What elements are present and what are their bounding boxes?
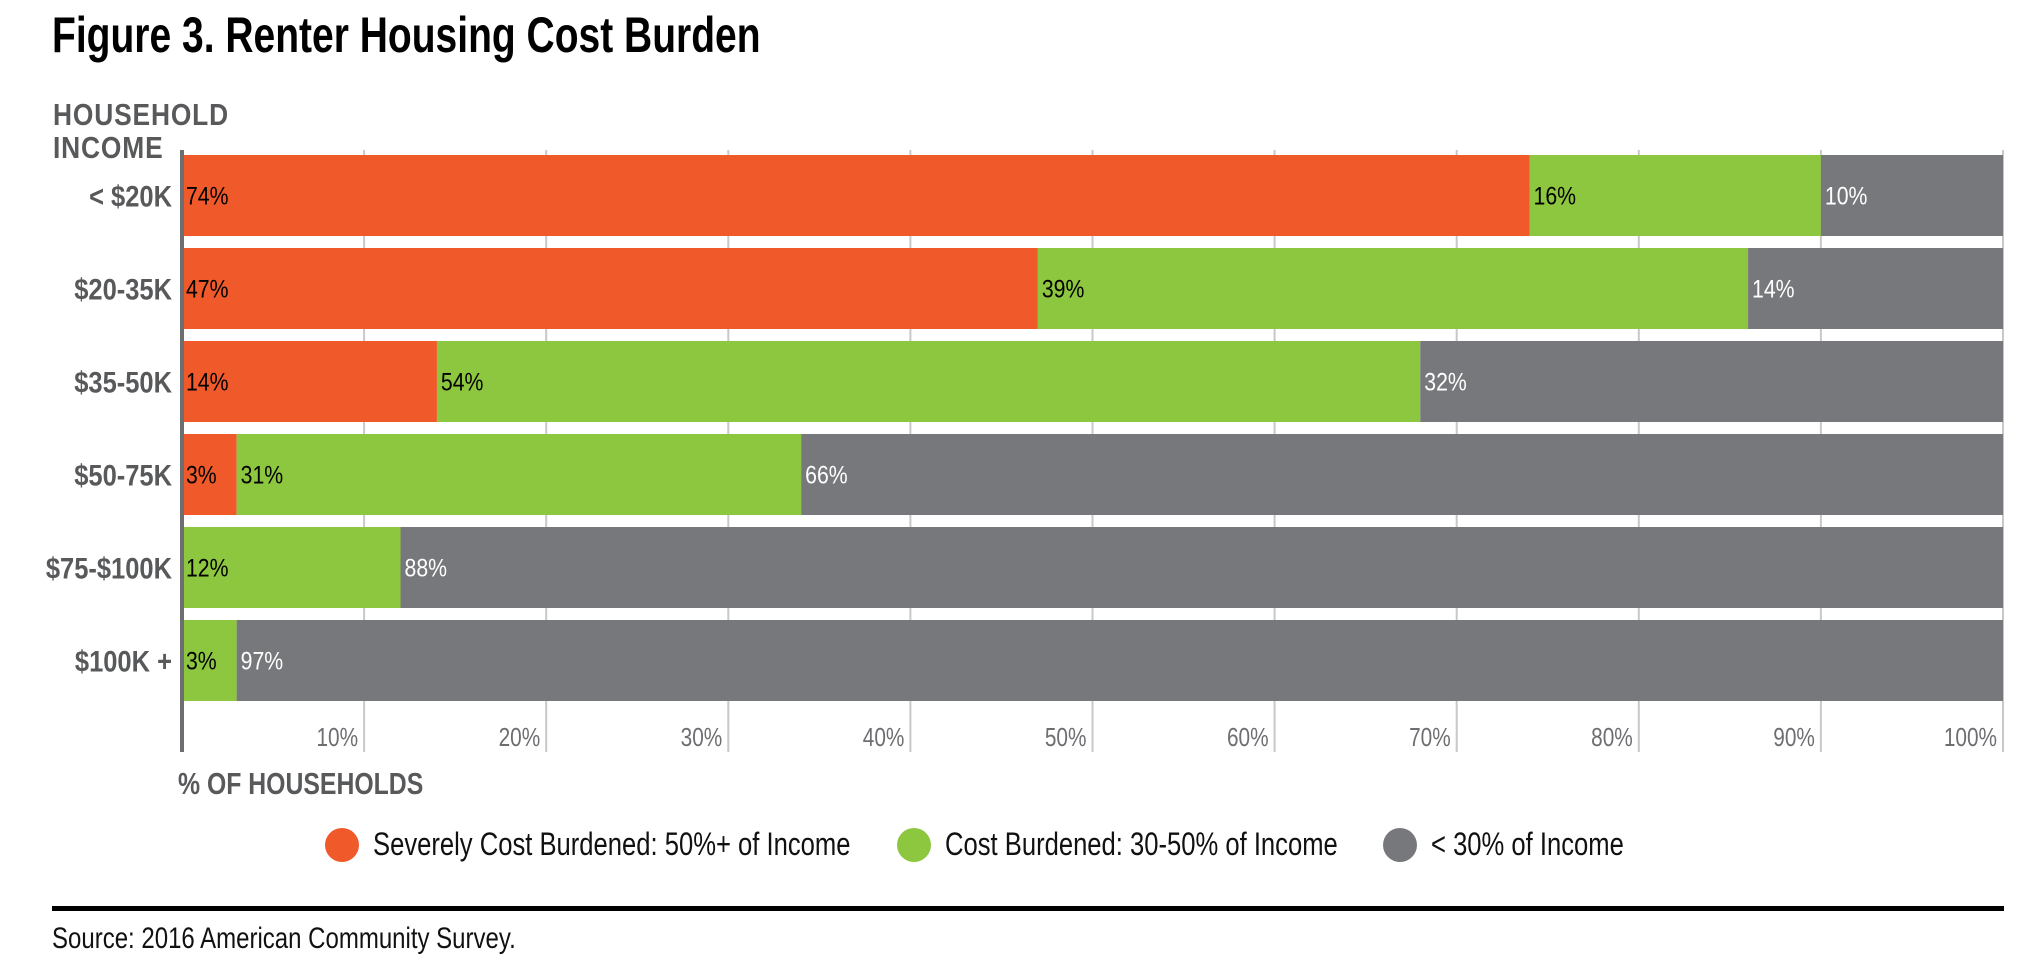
legend-swatch xyxy=(325,827,359,862)
x-axis-title: % OF HOUSEHOLDS xyxy=(178,766,424,801)
legend-item-burdened: Cost Burdened: 30-50% of Income xyxy=(896,826,1436,863)
bar-segment xyxy=(1420,341,2003,422)
bar-segment xyxy=(182,341,437,422)
x-tick-label: 20% xyxy=(499,723,541,752)
x-tick-label: 70% xyxy=(1409,723,1451,752)
bar-segment xyxy=(400,527,2003,608)
data-label: 14% xyxy=(1752,275,1795,303)
data-label: 74% xyxy=(186,182,229,210)
y-tick-label: $20-35K xyxy=(74,273,172,306)
bar-segment xyxy=(236,434,802,515)
data-label: 3% xyxy=(186,461,217,489)
chart-title: Figure 3. Renter Housing Cost Burden xyxy=(52,7,761,63)
y-tick-label: $75-$100K xyxy=(46,552,172,585)
y-tick-label: $50-75K xyxy=(74,459,172,492)
data-label: 32% xyxy=(1424,368,1467,396)
data-label: 88% xyxy=(405,554,448,582)
x-tick-label: 60% xyxy=(1227,723,1269,752)
data-label: 14% xyxy=(186,368,229,396)
bar-segment xyxy=(182,155,1530,236)
bar-segment xyxy=(1820,155,2003,236)
legend: Severely Cost Burdened: 50%+ of Income C… xyxy=(325,826,1694,863)
y-tick-label: $100K + xyxy=(75,645,172,678)
data-label: 39% xyxy=(1042,275,1085,303)
bar-segment xyxy=(182,527,401,608)
bar-segment xyxy=(182,620,237,701)
y-tick-label: $35-50K xyxy=(74,366,172,399)
divider xyxy=(52,906,2004,911)
x-tick-label: 30% xyxy=(681,723,723,752)
data-label: 3% xyxy=(186,647,217,675)
data-label: 31% xyxy=(241,461,284,489)
bar-segment xyxy=(1529,155,1821,236)
bar-segment xyxy=(236,620,2003,701)
bar-segment xyxy=(1037,248,1749,329)
x-tick-label: 90% xyxy=(1773,723,1815,752)
legend-label: < 30% of Income xyxy=(1430,826,1624,862)
data-label: 10% xyxy=(1825,182,1868,210)
bar-segment xyxy=(1748,248,2003,329)
bar-segment xyxy=(182,434,237,515)
x-tick-label: 40% xyxy=(863,723,905,752)
legend-item-under30: < 30% of Income xyxy=(1382,826,1672,863)
y-tick-label: < $20K xyxy=(89,180,172,213)
data-label: 97% xyxy=(241,647,284,675)
legend-item-severe: Severely Cost Burdened: 50%+ of Income xyxy=(325,826,970,863)
data-label: 47% xyxy=(186,275,229,303)
legend-label: Cost Burdened: 30-50% of Income xyxy=(944,826,1338,862)
y-axis-title: HOUSEHOLD INCOME xyxy=(53,97,230,165)
x-tick-label: 100% xyxy=(1944,723,1997,752)
bar-segment xyxy=(182,248,1038,329)
x-tick-label: 50% xyxy=(1045,723,1087,752)
x-tick-label: 80% xyxy=(1591,723,1633,752)
data-label: 54% xyxy=(441,368,484,396)
x-tick-label: 10% xyxy=(316,723,358,752)
legend-label: Severely Cost Burdened: 50%+ of Income xyxy=(373,826,851,862)
bar-segment xyxy=(436,341,1421,422)
data-label: 66% xyxy=(805,461,848,489)
bar-segment xyxy=(801,434,2003,515)
legend-swatch xyxy=(1382,827,1417,862)
legend-swatch xyxy=(896,827,931,862)
data-label: 12% xyxy=(186,554,229,582)
data-label: 16% xyxy=(1534,182,1577,210)
source-note: Source: 2016 American Community Survey. xyxy=(52,922,516,955)
